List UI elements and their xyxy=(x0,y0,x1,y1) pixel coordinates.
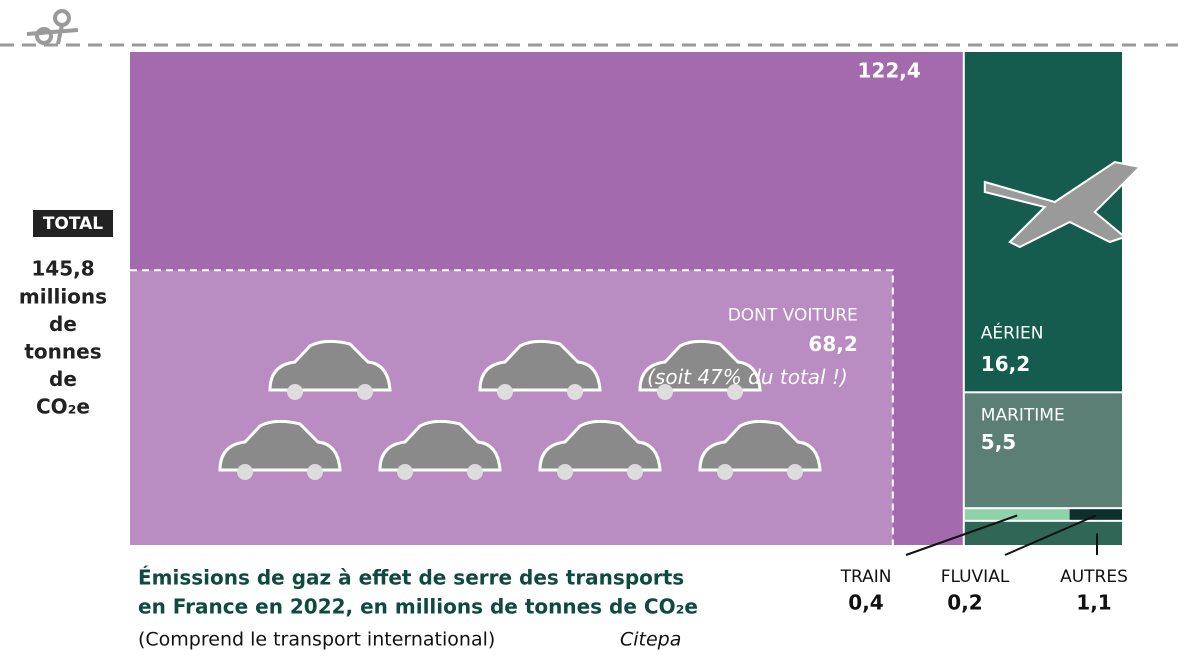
car-wheel xyxy=(727,384,743,400)
plane-icon xyxy=(983,160,1142,249)
block xyxy=(964,393,1122,508)
car-wheel xyxy=(307,464,323,480)
total-unit: tonnes xyxy=(24,340,101,364)
value-label: 16,2 xyxy=(981,352,1030,376)
car-wheel xyxy=(357,384,373,400)
car-wheel xyxy=(397,464,413,480)
car-wheel xyxy=(287,384,303,400)
total-unit: CO₂e xyxy=(36,395,90,419)
car-wheel xyxy=(567,384,583,400)
total-unit: millions xyxy=(19,285,107,309)
category-label: FLUVIAL xyxy=(941,567,1010,587)
value-label: 122,4 xyxy=(858,59,921,83)
subset-border xyxy=(130,269,894,545)
car-icon xyxy=(638,339,762,392)
block xyxy=(964,509,1070,520)
car-wheel xyxy=(657,384,673,400)
total-unit: de xyxy=(49,312,77,336)
subset-block xyxy=(130,270,893,545)
value-label: 0,4 xyxy=(848,591,883,615)
car-icon xyxy=(268,339,392,392)
car-icon xyxy=(378,419,502,472)
subset-note: (soit 47% du total !) xyxy=(647,365,848,389)
car-wheel xyxy=(717,464,733,480)
block xyxy=(1069,509,1122,520)
subset-name: DONT VOITURE xyxy=(728,305,858,325)
block xyxy=(964,521,1122,545)
car-icon xyxy=(478,339,602,392)
car-icon xyxy=(538,419,662,472)
subtitle: (Comprend le transport international) xyxy=(138,629,495,651)
chart-title: Émissions de gaz à effet de serre des tr… xyxy=(138,566,684,590)
value-label: 5,5 xyxy=(981,430,1016,454)
category-label: AUTRES xyxy=(1060,567,1128,587)
car-wheel xyxy=(627,464,643,480)
car-wheel xyxy=(497,384,513,400)
total-unit: de xyxy=(49,367,77,391)
category-label: AÉRIEN xyxy=(981,321,1044,343)
category-label: MARITIME xyxy=(981,405,1065,425)
car-wheel xyxy=(787,464,803,480)
subset-value: 68,2 xyxy=(808,332,857,356)
total-badge xyxy=(33,210,113,237)
category-label: TRAIN xyxy=(840,567,892,587)
source: Citepa xyxy=(620,629,681,651)
car-icon xyxy=(698,419,822,472)
car-icon xyxy=(218,419,342,472)
car-wheel xyxy=(557,464,573,480)
total-value: 145,8 xyxy=(31,257,94,281)
leader-line xyxy=(905,514,1018,556)
chart-title: en France en 2022, en millions de tonnes… xyxy=(138,595,698,619)
car-wheel xyxy=(237,464,253,480)
value-label: 1,1 xyxy=(1076,591,1111,615)
total-badge-text: TOTAL xyxy=(43,214,103,234)
value-label: 0,2 xyxy=(947,591,982,615)
scissors-icon xyxy=(26,9,79,45)
leader-line xyxy=(1004,514,1097,556)
car-wheel xyxy=(467,464,483,480)
